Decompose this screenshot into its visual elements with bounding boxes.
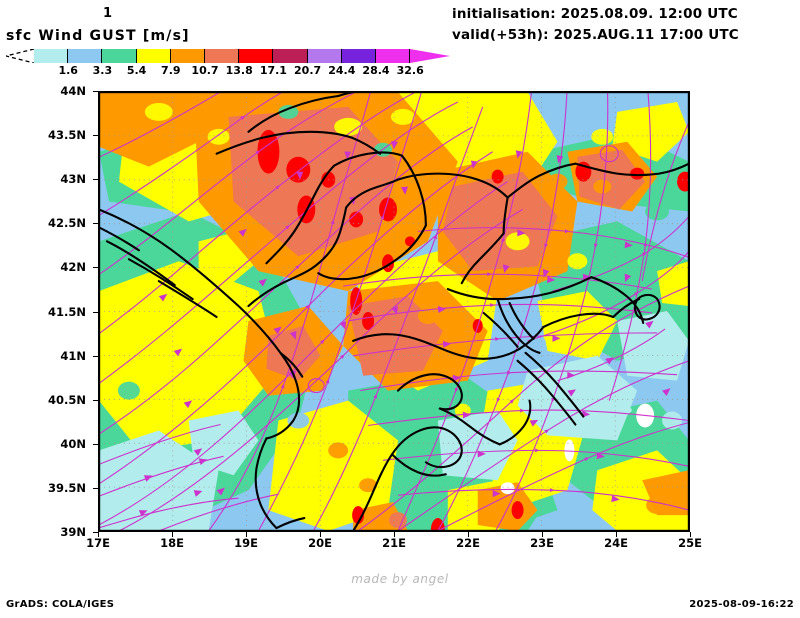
lat-tick-mark — [93, 487, 98, 489]
lat-tick-mark — [93, 179, 98, 181]
colorbar-segment-0 — [34, 49, 69, 63]
lon-tick-mark — [394, 532, 395, 537]
colorbar-segment-2 — [102, 49, 137, 63]
lon-tick-19E: 19E — [234, 536, 258, 550]
lon-tick-17E: 17E — [86, 536, 110, 550]
lat-tick-mark — [93, 91, 98, 92]
initialisation-time: initialisation: 2025.08.09. 12:00 UTC — [452, 6, 738, 22]
lon-tick-24E: 24E — [604, 536, 628, 550]
colorbar-tick-17.1: 17.1 — [259, 64, 287, 77]
colorbar-segment-6 — [239, 49, 274, 63]
colorbar-segment-4 — [170, 49, 205, 63]
colorbar-segment-3 — [136, 49, 171, 63]
lat-tick-mark — [93, 355, 98, 357]
colorbar-tick-28.4: 28.4 — [362, 64, 390, 77]
map-plot-area[interactable] — [98, 91, 690, 532]
lat-tick-mark — [93, 532, 98, 533]
lon-tick-mark — [246, 532, 247, 537]
colorbar-tick-7.9: 7.9 — [161, 64, 181, 77]
grads-credit: GrADS: COLA/IGES — [6, 599, 115, 610]
lon-tick-mark — [468, 532, 469, 537]
lat-tick-42.5N: 42.5N — [48, 216, 86, 231]
lat-tick-mark — [93, 443, 98, 445]
lat-tick-40.5N: 40.5N — [48, 392, 86, 407]
colorbar-tick-20.7: 20.7 — [294, 64, 322, 77]
lat-tick-43.5N: 43.5N — [48, 128, 86, 143]
lon-tick-23E: 23E — [530, 536, 554, 550]
lat-tick-mark — [93, 311, 98, 313]
lat-tick-mark — [93, 399, 98, 401]
colorbar-segment-1 — [68, 49, 103, 63]
colorbar-tick-5.4: 5.4 — [126, 64, 147, 77]
lat-tick-41.5N: 41.5N — [48, 304, 86, 319]
lat-tick-43N: 43N — [60, 172, 86, 187]
colorbar-tick-13.8: 13.8 — [225, 64, 253, 77]
lon-tick-20E: 20E — [308, 536, 332, 550]
lon-tick-22E: 22E — [456, 536, 480, 550]
lon-tick-25E: 25E — [678, 536, 702, 550]
colorbar-segment-5 — [205, 49, 240, 63]
render-timestamp: 2025-08-09-16:22 — [689, 599, 794, 610]
lon-tick-mark — [98, 532, 99, 537]
colorbar-segment-8 — [307, 49, 342, 63]
lon-tick-18E: 18E — [160, 536, 184, 550]
lat-tick-39N: 39N — [60, 525, 86, 539]
variable-title: sfc Wind GUST [m/s] — [6, 28, 190, 44]
valid-time: valid(+53h): 2025.AUG.11 17:00 UTC — [452, 27, 739, 43]
lat-tick-39.5N: 39.5N — [48, 480, 86, 495]
lon-tick-mark — [320, 532, 321, 537]
lon-tick-21E: 21E — [382, 536, 406, 550]
watermark: made by angel — [351, 572, 449, 586]
colorbar-tick-32.6: 32.6 — [396, 64, 424, 77]
colorbar-segment-10 — [376, 49, 411, 63]
colorbar-tick-3.3: 3.3 — [92, 64, 113, 77]
lon-tick-mark — [616, 532, 617, 537]
lon-tick-mark — [690, 532, 691, 537]
lon-tick-mark — [172, 532, 173, 537]
lat-tick-42N: 42N — [60, 260, 86, 275]
colorbar: 1.6 3.3 5.4 7.9 10.7 13.8 17.1 20.7 24.4 28.4 32.6 — [6, 49, 464, 77]
colorbar-low-arrow — [6, 49, 34, 63]
colorbar-segment-7 — [273, 49, 308, 63]
colorbar-segment-9 — [341, 49, 376, 63]
lat-tick-41N: 41N — [60, 348, 86, 363]
colorbar-high-arrow — [410, 49, 451, 63]
wind-gust-field — [99, 92, 689, 531]
colorbar-tick-10.7: 10.7 — [191, 64, 219, 77]
lat-tick-mark — [93, 135, 98, 137]
panel-number: 1 — [103, 6, 113, 21]
lon-tick-mark — [542, 532, 543, 537]
lat-tick-mark — [93, 267, 98, 269]
colorbar-tick-24.4: 24.4 — [328, 64, 356, 77]
colorbar-tick-1.6: 1.6 — [58, 64, 78, 77]
lat-tick-mark — [93, 223, 98, 225]
lat-tick-44N: 44N — [60, 84, 86, 98]
lat-tick-40N: 40N — [60, 436, 86, 451]
